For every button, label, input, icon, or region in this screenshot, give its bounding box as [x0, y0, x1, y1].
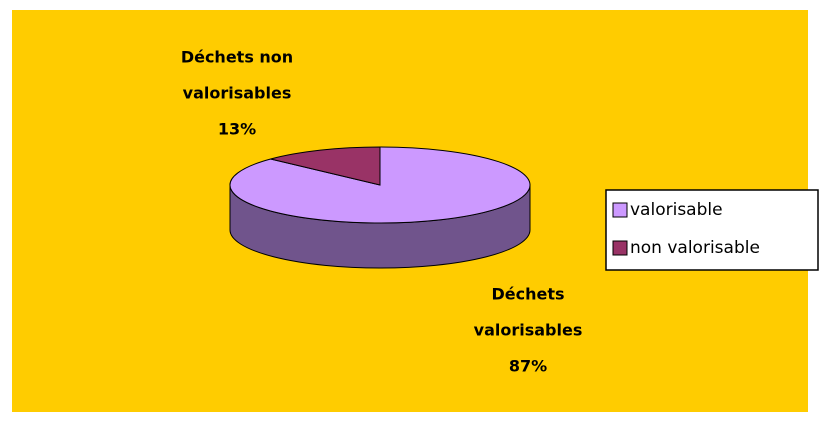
pie-slice: [229, 146, 531, 224]
data-label-name: valorisables: [183, 84, 292, 103]
legend: [605, 189, 819, 271]
data-label: 87%: [509, 357, 547, 376]
legend-label: valorisable: [630, 200, 723, 220]
data-label-name: Déchets: [491, 285, 564, 304]
data-label: 13%: [218, 120, 256, 139]
legend-swatch: [612, 240, 628, 256]
legend-swatch: [612, 202, 628, 218]
pie-slice: [270, 146, 381, 186]
legend-label: non valorisable: [630, 238, 760, 258]
data-label-name: valorisables: [474, 321, 583, 340]
data-label-name: Déchets non: [181, 48, 293, 67]
